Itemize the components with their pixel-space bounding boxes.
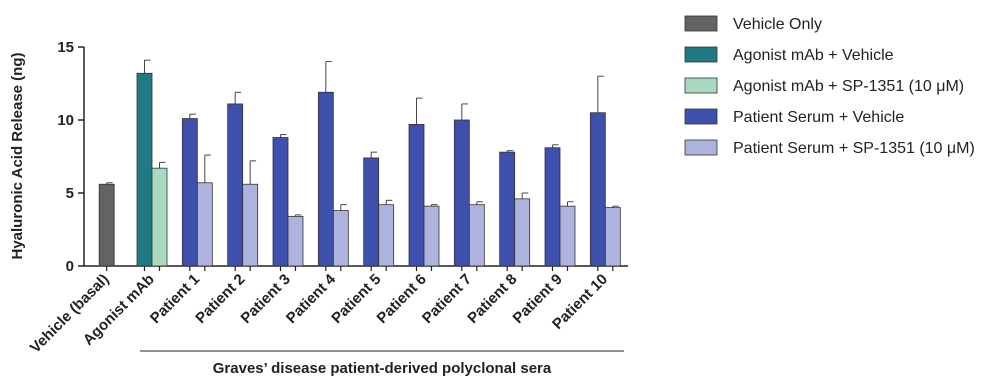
bar [287, 215, 304, 267]
bar [98, 183, 115, 267]
bars [98, 59, 621, 267]
bar [453, 119, 470, 267]
legend-swatch [684, 15, 718, 32]
bar [151, 167, 168, 267]
legend-swatch [684, 108, 718, 125]
bar [604, 207, 621, 267]
y-tick-label: 5 [66, 185, 74, 202]
bar [196, 182, 213, 267]
bar [242, 183, 259, 267]
y-tick-label: 0 [66, 258, 74, 275]
legend-label: Agonist mAb + Vehicle [733, 47, 894, 64]
bar [378, 204, 395, 267]
bar [363, 157, 380, 267]
x-tick-label: Vehicle (basal) [27, 271, 113, 357]
legend-swatch [684, 139, 718, 156]
bar [514, 198, 531, 267]
legend-swatch [684, 46, 718, 63]
bar [317, 91, 334, 267]
y-axis-title: Hyaluronic Acid Release (ng) [9, 52, 26, 259]
bar [136, 72, 153, 267]
legend-label: Agonist mAb + SP-1351 (10 μM) [733, 78, 964, 95]
bar [181, 118, 198, 267]
bar [589, 112, 606, 267]
bar [227, 103, 244, 267]
y-tick-label: 15 [57, 39, 74, 56]
legend-label: Vehicle Only [733, 16, 822, 33]
bar [499, 151, 516, 267]
bar [559, 205, 576, 267]
legend-label: Patient Serum + SP-1351 (10 μM) [733, 140, 975, 157]
bar [468, 204, 485, 267]
y-tick-label: 10 [57, 112, 74, 129]
bar [408, 123, 425, 267]
group-caption: Graves’ disease patient-derived polyclon… [213, 360, 552, 377]
legend: Vehicle Only Agonist mAb + Vehicle Agonist… [684, 15, 975, 157]
bar [544, 147, 561, 267]
bar [423, 205, 440, 267]
bar [332, 210, 349, 267]
legend-swatch [684, 77, 718, 94]
legend-label: Patient Serum + Vehicle [733, 109, 904, 126]
axes: 0 5 10 15 [57, 39, 628, 275]
bar [272, 137, 289, 267]
